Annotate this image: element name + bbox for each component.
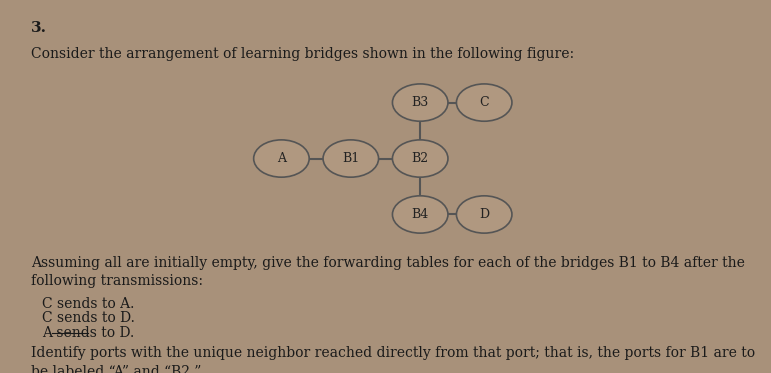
Text: A: A: [277, 152, 286, 165]
Ellipse shape: [392, 140, 448, 177]
Ellipse shape: [254, 140, 309, 177]
Text: Identify ports with the unique neighbor reached directly from that port; that is: Identify ports with the unique neighbor …: [31, 346, 755, 360]
Text: D: D: [479, 208, 490, 221]
Text: 3.: 3.: [31, 21, 47, 35]
Text: B3: B3: [412, 96, 429, 109]
Text: C sends to D.: C sends to D.: [42, 311, 135, 326]
Ellipse shape: [323, 140, 379, 177]
Text: C sends to A.: C sends to A.: [42, 297, 135, 311]
Text: C: C: [480, 96, 489, 109]
Text: B2: B2: [412, 152, 429, 165]
Text: be labeled “A” and “B2.”: be labeled “A” and “B2.”: [31, 365, 201, 373]
Text: following transmissions:: following transmissions:: [31, 274, 203, 288]
Ellipse shape: [392, 84, 448, 121]
Text: Assuming all are initially empty, give the forwarding tables for each of the bri: Assuming all are initially empty, give t…: [31, 256, 745, 270]
Text: B1: B1: [342, 152, 359, 165]
Text: Consider the arrangement of learning bridges shown in the following figure:: Consider the arrangement of learning bri…: [31, 47, 574, 61]
Ellipse shape: [456, 196, 512, 233]
Ellipse shape: [392, 196, 448, 233]
Text: B4: B4: [412, 208, 429, 221]
Ellipse shape: [456, 84, 512, 121]
Text: A sends to D.: A sends to D.: [42, 326, 135, 341]
